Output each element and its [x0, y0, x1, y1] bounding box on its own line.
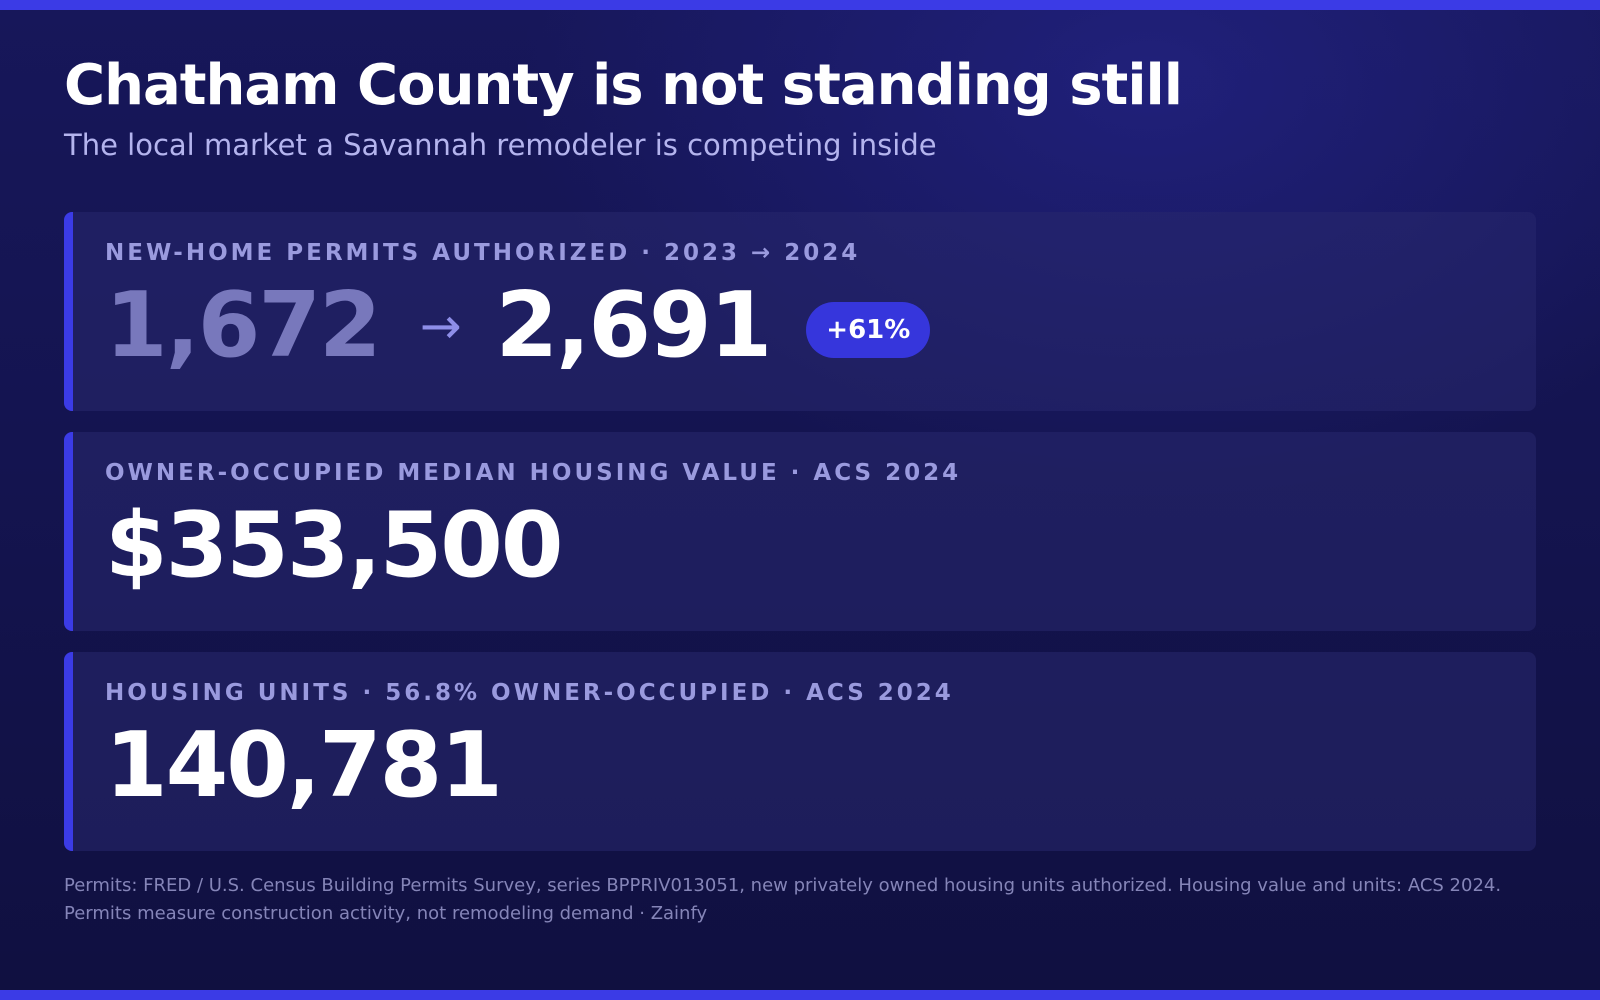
source-footnote: Permits: FRED / U.S. Census Building Per…: [64, 875, 1502, 924]
permits-label: NEW-HOME PERMITS AUTHORIZED · 2023 → 202…: [105, 240, 861, 266]
growth-badge: +61%: [806, 302, 931, 358]
permits-2024-value: 2,691: [495, 273, 773, 378]
housing-value-card: OWNER-OCCUPIED MEDIAN HOUSING VALUE · AC…: [64, 432, 1536, 631]
permits-values: 1,672 → 2,691 +61%: [105, 274, 1536, 378]
housing-units-label: HOUSING UNITS · 56.8% OWNER-OCCUPIED · A…: [105, 680, 954, 706]
page-title: Chatham County is not standing still: [64, 53, 1183, 118]
stat-cards: NEW-HOME PERMITS AUTHORIZED · 2023 → 202…: [64, 212, 1536, 851]
housing-value-label: OWNER-OCCUPIED MEDIAN HOUSING VALUE · AC…: [105, 460, 962, 486]
permits-card: NEW-HOME PERMITS AUTHORIZED · 2023 → 202…: [64, 212, 1536, 411]
housing-value-row: $353,500: [105, 494, 1536, 598]
infographic: Chatham County is not standing still The…: [64, 52, 1536, 928]
page-subtitle: The local market a Savannah remodeler is…: [64, 128, 937, 162]
bottom-accent-bar: [0, 990, 1600, 1000]
arrow-right-icon: →: [419, 297, 462, 355]
housing-units-card: HOUSING UNITS · 56.8% OWNER-OCCUPIED · A…: [64, 652, 1536, 851]
housing-units-row: 140,781: [105, 714, 1536, 818]
median-housing-value: $353,500: [105, 493, 564, 598]
permits-2023-value: 1,672: [105, 273, 382, 378]
top-accent-bar: [0, 0, 1600, 10]
housing-units-value: 140,781: [105, 713, 503, 818]
